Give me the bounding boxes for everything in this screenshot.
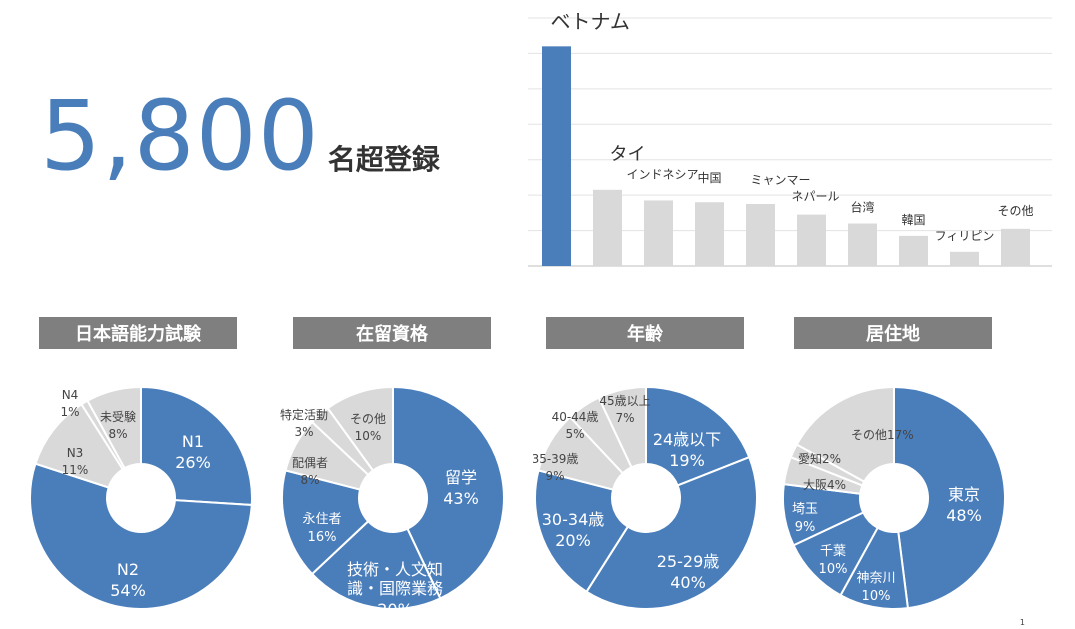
visa-status-slice-技術・人文知識・国際業務 [310, 519, 442, 610]
age-slice-25-29歳 [585, 455, 758, 610]
jlpt-label-未受験: 未受験 [100, 409, 136, 424]
bar-韓国 [899, 235, 928, 266]
age-pct-35-39歳: 9% [545, 469, 564, 483]
age-slice-24歳以下 [645, 385, 751, 487]
visa-status-pct-特定活動: 3% [294, 425, 313, 439]
jlpt-header: 日本語能力試験 [39, 317, 237, 349]
bar-タイ [593, 189, 622, 266]
visa-status-pct-配偶者: 8% [300, 473, 319, 487]
age-label-35-39歳: 35-39歳 [533, 452, 578, 466]
visa-status-slice-永住者 [281, 469, 370, 576]
bar-ベトナム [542, 46, 571, 266]
bar-label-韓国: 韓国 [901, 213, 925, 227]
jlpt-label-N3: N3 [67, 446, 84, 460]
visa-status-label-永住者: 永住者 [302, 512, 341, 527]
residence-slice-東京 [893, 385, 1006, 610]
bar-ミャンマー [746, 204, 775, 266]
visa-status-label-技術・人文知識・国際業務: 識・国際業務 [347, 579, 443, 598]
age-label-25-29歳: 25-29歳 [657, 552, 720, 571]
bar-label-その他: その他 [997, 204, 1033, 218]
jlpt-pct-N3: 11% [62, 463, 89, 477]
residence-slice-その他 [795, 385, 895, 483]
residence-header: 居住地 [794, 317, 992, 349]
bar-その他 [1001, 228, 1030, 266]
age-pct-30-34歳: 20% [555, 531, 591, 550]
bar-label-インドネシア: インドネシア [626, 167, 698, 181]
jlpt-pie-chart: N1 26% N2 54% N3 11% N4 1% 未受験 8% [29, 385, 253, 610]
jlpt-pct-N1: 26% [175, 453, 211, 472]
jlpt-label-N4: N4 [62, 388, 79, 402]
bar-label-ネパール: ネパール [791, 190, 839, 204]
residence-label-神奈川: 神奈川 [856, 571, 895, 586]
jlpt-label-N1: N1 [182, 432, 204, 451]
age-pct-40-44歳: 5% [565, 427, 584, 441]
age-label-24歳以下: 24歳以下 [653, 430, 721, 449]
page-number: 1 [1019, 618, 1025, 627]
age-pie-chart: 24歳以下 19% 25-29歳 40% 30-34歳 20% 35-39歳 9% 40-44歳… [533, 385, 758, 610]
visa-status-label-配偶者: 配偶者 [292, 456, 328, 470]
age-header: 年齢 [546, 317, 744, 349]
bar-label-ベトナム: ベトナム [551, 9, 630, 33]
visa-status-slice-その他 [326, 385, 394, 472]
bar-label-タイ: タイ [610, 144, 646, 165]
age-pct-24歳以下: 19% [669, 451, 705, 470]
bar-ネパール [797, 214, 826, 266]
bar-label-ミャンマー: ミャンマー [750, 173, 810, 187]
residence-label-愛知: 愛知2% [798, 452, 841, 466]
visa-status-label-留学: 留学 [445, 468, 477, 487]
residence-pct-東京: 48% [946, 506, 982, 525]
jlpt-slice-N1 [140, 385, 253, 507]
bar-中国 [695, 202, 724, 266]
age-label-45歳以上: 45歳以上 [599, 394, 650, 408]
registration-number: 5,800 [40, 80, 320, 192]
residence-label-その他: その他17% [851, 428, 914, 442]
bar-インドネシア [644, 200, 673, 266]
visa-status-header: 在留資格 [293, 317, 491, 349]
visa-status-label-技術・人文知識・国際業務: 技術・人文知 [347, 560, 443, 579]
jlpt-slice-未受験 [86, 385, 142, 470]
jlpt-pct-N4: 1% [60, 405, 79, 419]
residence-label-埼玉: 埼玉 [792, 502, 818, 517]
bar-フィリピン [950, 251, 979, 266]
residence-pie-chart: 東京 48% 神奈川 10% 千葉 10% 埼玉 9% 大阪4% 愛知2% その他17% [782, 385, 1006, 610]
age-pct-25-29歳: 40% [670, 573, 706, 592]
registration-count: 5,800 名超登録 [40, 88, 440, 184]
visa-status-pct-その他: 10% [355, 429, 382, 443]
residence-label-東京: 東京 [948, 485, 980, 504]
bar-台湾 [848, 223, 877, 266]
jlpt-label-N2: N2 [117, 560, 139, 579]
visa-status-pct-留学: 43% [443, 489, 479, 508]
age-label-40-44歳: 40-44歳 [552, 410, 599, 424]
jlpt-pct-未受験: 8% [108, 427, 127, 441]
residence-pct-埼玉: 9% [795, 520, 816, 535]
age-slice-30-34歳 [534, 469, 630, 594]
registration-suffix: 名超登録 [327, 143, 440, 176]
age-label-30-34歳: 30-34歳 [542, 510, 605, 529]
visa-status-pct-永住者: 16% [308, 530, 337, 545]
age-slice-45歳以上 [597, 385, 647, 469]
visa-status-label-その他: その他 [350, 412, 386, 426]
residence-label-千葉: 千葉 [820, 544, 846, 559]
residence-pct-神奈川: 10% [862, 589, 891, 604]
residence-pct-千葉: 10% [819, 562, 848, 577]
bar-label-台湾: 台湾 [850, 199, 874, 214]
bar-label-中国: 中国 [697, 170, 721, 185]
visa-status-slice-留学 [392, 385, 505, 600]
bar-label-フィリピン: フィリピン [935, 229, 995, 243]
jlpt-pct-N2: 54% [110, 581, 146, 600]
visa-status-pct-技術・人文知識・国際業務: 20% [377, 600, 413, 611]
residence-label-大阪: 大阪4% [803, 478, 846, 492]
visa-status-label-特定活動: 特定活動 [280, 407, 328, 422]
jlpt-slice-N2 [29, 462, 253, 610]
age-pct-45歳以上: 7% [615, 411, 634, 425]
